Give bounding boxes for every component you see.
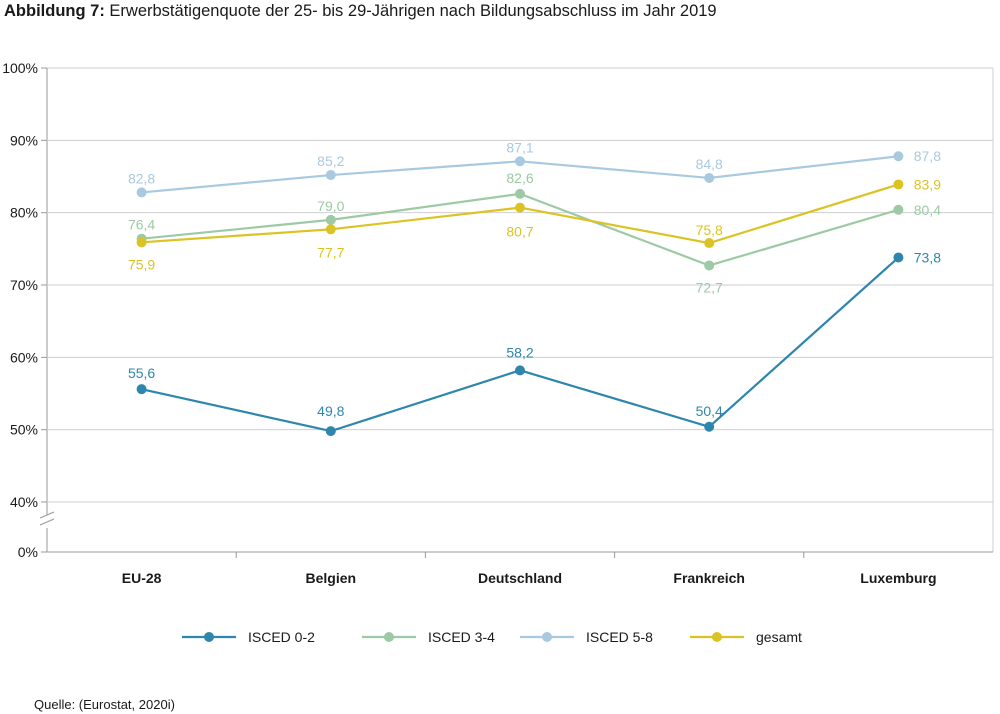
series-isced-0-2-data-label: 73,8: [914, 250, 941, 266]
series-gesamt-data-label: 80,7: [506, 224, 533, 240]
series-isced-3-4-data-label: 72,7: [696, 279, 723, 295]
series-isced-0-2-data-label: 58,2: [506, 344, 533, 360]
series-isced-5-8-data-label: 87,1: [506, 139, 533, 155]
series-gesamt-data-label: 75,9: [128, 256, 155, 272]
y-tick-label: 40%: [10, 494, 38, 510]
legend-swatch-marker: [204, 632, 214, 642]
series-gesamt-data-label: 77,7: [317, 244, 344, 260]
series-isced-5-8-data-label: 84,8: [696, 156, 723, 172]
y-tick-label: 80%: [10, 205, 38, 221]
series-isced-5-8-data-label: 87,8: [914, 148, 941, 164]
x-tick-label: Frankreich: [673, 570, 745, 586]
figure-title-separator: :: [99, 2, 110, 20]
series-gesamt-point: [136, 237, 147, 248]
series-gesamt-point: [325, 224, 336, 235]
legend-label: ISCED 5-8: [586, 629, 653, 645]
axis-break-mark: [39, 518, 55, 526]
y-tick-label: 70%: [10, 277, 38, 293]
series-gesamt-point: [893, 179, 904, 190]
legend-swatch: [690, 632, 744, 642]
legend-swatch: [182, 632, 236, 642]
series-isced-3-4-point: [325, 214, 336, 225]
series-isced-5-8-point: [515, 156, 525, 167]
series-isced-0-2-data-label: 49,8: [317, 403, 344, 419]
y-tick-label: 100%: [2, 60, 38, 76]
series-isced-0-2-point: [893, 252, 904, 263]
series-isced-5-8-data-label: 82,8: [128, 170, 155, 186]
series-isced-3-4-data-label: 76,4: [128, 217, 155, 233]
legend-swatch: [520, 632, 574, 642]
series-gesamt-data-label: 83,9: [914, 176, 941, 192]
series-isced-0-2-data-label: 55,6: [128, 365, 155, 381]
series-isced-5-8-point: [704, 172, 715, 183]
figure-title: Abbildung 7: Erwerbstätigenquote der 25-…: [4, 2, 717, 21]
legend-label: ISCED 0-2: [248, 629, 315, 645]
series-isced-3-4-data-label: 82,6: [506, 170, 533, 186]
x-tick-label: Deutschland: [478, 570, 562, 586]
series-isced-0-2-data-label: 50,4: [696, 403, 723, 419]
chart-legend: ISCED 0-2 ISCED 3-4 ISCED 5-8 gesamt: [0, 624, 1000, 650]
y-tick-label: 60%: [10, 349, 38, 365]
y-tick-label: 90%: [10, 132, 38, 148]
y-tick-label: 0%: [18, 544, 38, 560]
series-isced-3-4-point: [515, 188, 525, 199]
series-gesamt-data-label: 75,8: [696, 222, 723, 238]
legend-label: ISCED 3-4: [428, 629, 495, 645]
legend-item-isced-3-4: ISCED 3-4: [360, 624, 495, 650]
legend-swatch-marker: [384, 632, 394, 642]
series-isced-3-4-point: [704, 260, 715, 271]
series-isced-5-8-data-label: 85,2: [317, 153, 344, 169]
series-isced-3-4-data-label: 80,4: [914, 202, 941, 218]
figure-title-text: Erwerbstätigenquote der 25- bis 29-Jähri…: [109, 2, 717, 20]
x-tick-label: EU-28: [122, 570, 162, 586]
series-isced-5-8-point: [893, 151, 904, 162]
legend-item-isced-5-8: ISCED 5-8: [518, 624, 653, 650]
source-note: Quelle: (Eurostat, 2020i): [34, 697, 175, 712]
series-isced-0-2-point: [325, 426, 336, 437]
series-isced-0-2-point: [136, 384, 147, 395]
x-tick-label: Belgien: [306, 570, 357, 586]
legend-swatch: [362, 632, 416, 642]
axis-break-mark: [39, 511, 55, 519]
line-chart: 100% 90% 80% 70% 60% 50% 40% 0% EU-28 Belgien Deut…: [2, 60, 994, 586]
series-gesamt-point: [515, 202, 525, 213]
legend-swatch-marker: [712, 632, 722, 642]
legend-label: gesamt: [756, 629, 802, 645]
series-isced-0-2-point: [515, 365, 525, 376]
legend-item-isced-0-2: ISCED 0-2: [180, 624, 315, 650]
legend-swatch-marker: [542, 632, 552, 642]
legend-item-gesamt: gesamt: [688, 624, 802, 650]
series-isced-5-8-point: [136, 187, 147, 198]
x-tick-label: Luxemburg: [860, 570, 936, 586]
y-tick-label: 50%: [10, 422, 38, 438]
series-isced-5-8-point: [325, 170, 336, 181]
series-isced-3-4-data-label: 79,0: [317, 198, 344, 214]
figure-label: Abbildung 7: [4, 2, 100, 20]
series-gesamt-point: [704, 238, 715, 249]
series-isced-3-4-point: [893, 204, 904, 215]
series-isced-0-2-point: [704, 421, 715, 432]
